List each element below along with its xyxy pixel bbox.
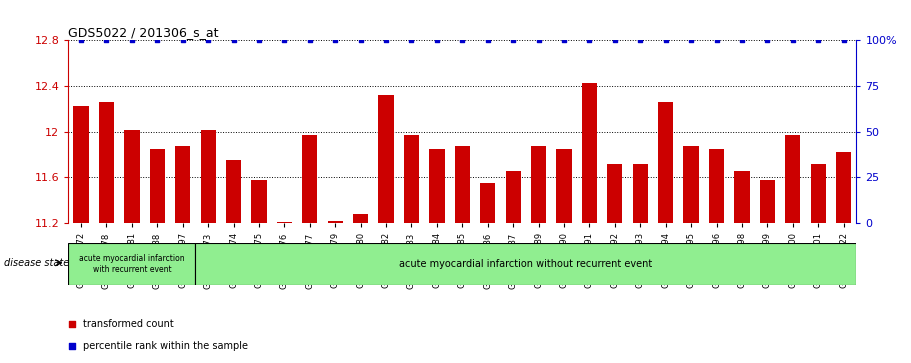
Bar: [683, 147, 699, 223]
Bar: [98, 102, 114, 223]
Point: [277, 37, 292, 43]
Text: transformed count: transformed count: [84, 319, 174, 329]
Bar: [378, 95, 394, 223]
Bar: [74, 106, 88, 223]
Point: [582, 37, 597, 43]
Bar: [734, 171, 750, 223]
Point: [302, 37, 317, 43]
Point: [348, 244, 363, 250]
Bar: [277, 222, 292, 223]
Bar: [480, 183, 496, 223]
Bar: [632, 164, 648, 223]
Point: [684, 37, 699, 43]
Point: [150, 37, 165, 43]
Bar: [785, 135, 801, 223]
Point: [710, 37, 724, 43]
Point: [531, 37, 546, 43]
Bar: [251, 180, 267, 223]
Bar: [811, 164, 826, 223]
Bar: [760, 180, 775, 223]
Bar: [302, 135, 317, 223]
Bar: [658, 102, 673, 223]
Bar: [200, 130, 216, 223]
Point: [811, 37, 825, 43]
Bar: [149, 149, 165, 223]
Point: [836, 37, 851, 43]
Text: disease state: disease state: [4, 258, 69, 268]
Text: GDS5022 / 201306_s_at: GDS5022 / 201306_s_at: [68, 26, 219, 39]
Point: [99, 37, 114, 43]
Text: acute myocardial infarction without recurrent event: acute myocardial infarction without recu…: [399, 259, 652, 269]
Text: percentile rank within the sample: percentile rank within the sample: [84, 341, 249, 351]
Point: [200, 37, 215, 43]
Point: [328, 37, 343, 43]
Point: [455, 37, 470, 43]
Point: [557, 37, 571, 43]
Point: [760, 37, 774, 43]
Point: [353, 37, 368, 43]
Point: [480, 37, 495, 43]
Point: [659, 37, 673, 43]
Bar: [608, 164, 622, 223]
Point: [176, 37, 190, 43]
FancyBboxPatch shape: [68, 243, 196, 285]
Point: [348, 46, 363, 52]
Point: [404, 37, 419, 43]
Bar: [429, 149, 445, 223]
Point: [608, 37, 622, 43]
Bar: [226, 160, 241, 223]
Bar: [404, 135, 419, 223]
Point: [125, 37, 139, 43]
Point: [74, 37, 88, 43]
Point: [251, 37, 266, 43]
Bar: [557, 149, 571, 223]
Bar: [506, 171, 521, 223]
Bar: [353, 214, 368, 223]
FancyBboxPatch shape: [196, 243, 856, 285]
Point: [379, 37, 394, 43]
Bar: [175, 147, 190, 223]
Bar: [328, 221, 343, 223]
Bar: [836, 152, 851, 223]
Bar: [531, 147, 547, 223]
Bar: [455, 147, 470, 223]
Point: [226, 37, 241, 43]
Bar: [124, 130, 139, 223]
Text: acute myocardial infarction
with recurrent event: acute myocardial infarction with recurre…: [79, 254, 185, 274]
Point: [430, 37, 445, 43]
Point: [785, 37, 800, 43]
Point: [734, 37, 749, 43]
Bar: [709, 149, 724, 223]
Point: [633, 37, 648, 43]
Bar: [582, 83, 597, 223]
Point: [506, 37, 520, 43]
